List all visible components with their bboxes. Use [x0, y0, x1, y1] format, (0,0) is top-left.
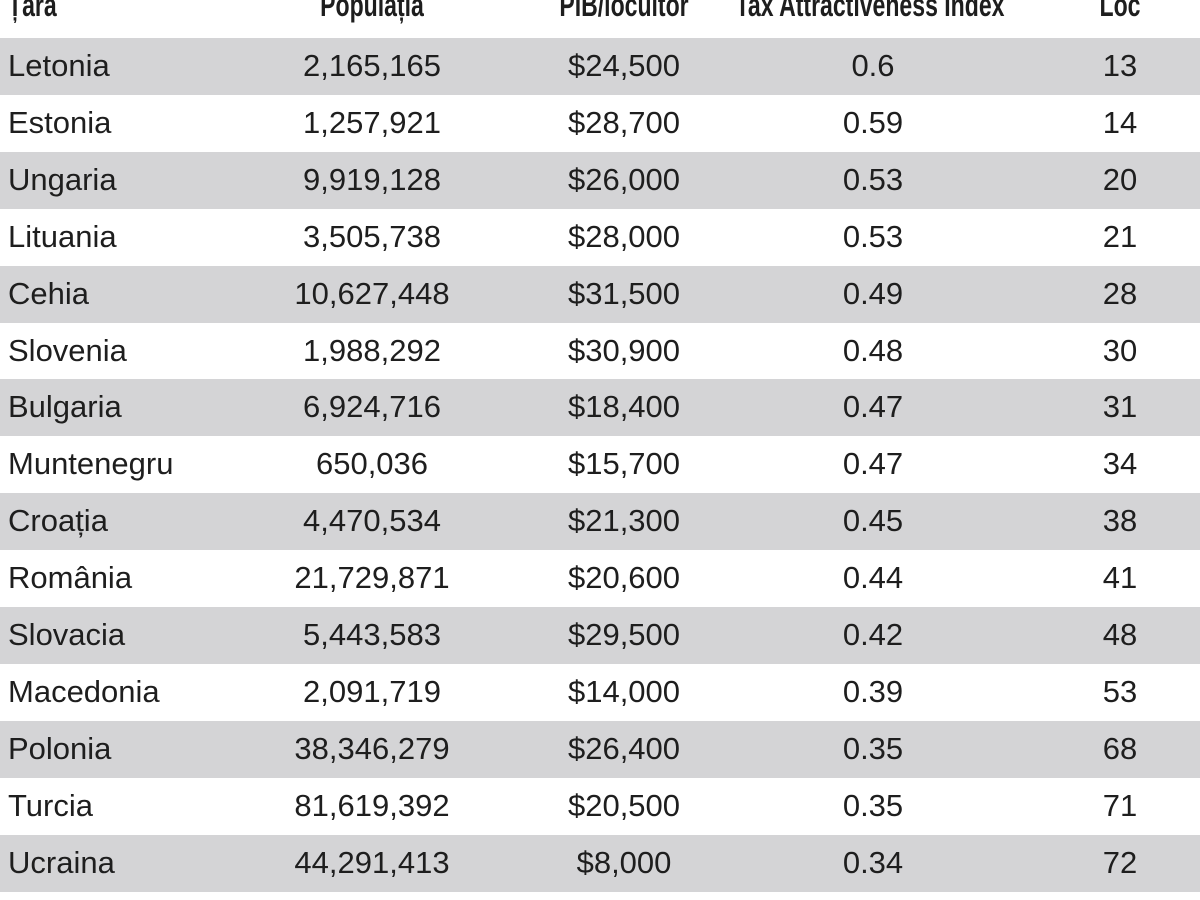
- table-row: Bulgaria 6,924,716 $18,400 0.47 31: [0, 379, 1200, 437]
- header-index: Tax Attractiveness Index: [735, 0, 1005, 23]
- cell-tax-index: 0.47: [842, 446, 904, 482]
- cell-country: Estonia: [8, 104, 112, 140]
- table-row: România 21,729,871 $20,600 0.44 41: [0, 550, 1200, 607]
- cell-country: Cehia: [8, 275, 89, 311]
- cell-tax-index: 0.48: [842, 332, 904, 368]
- cell-population: 5,443,583: [303, 617, 441, 652]
- cell-country: Ucraina: [8, 844, 115, 880]
- cell-gdp-per-capita: $26,400: [567, 730, 681, 766]
- cell-country: Lituania: [8, 218, 117, 254]
- cell-gdp-per-capita: $21,300: [567, 503, 681, 539]
- cell-population: 2,091,719: [303, 673, 441, 709]
- cell-rank: 68: [1102, 730, 1138, 766]
- cell-tax-index: 0.47: [842, 389, 904, 425]
- cell-population: 1,257,921: [303, 104, 441, 140]
- table-row: Slovacia 5,443,583 $29,500 0.42 48: [0, 607, 1200, 664]
- cell-rank: 71: [1102, 787, 1138, 823]
- cell-tax-index: 0.44: [842, 560, 904, 596]
- cell-gdp-per-capita: $29,500: [567, 617, 681, 652]
- cell-rank: 13: [1102, 48, 1138, 83]
- cell-rank: 20: [1102, 161, 1138, 197]
- cell-gdp-per-capita: $28,000: [567, 218, 681, 254]
- table-row: Estonia 1,257,921 $28,700 0.59 14: [0, 95, 1200, 152]
- cell-rank: 38: [1102, 503, 1138, 539]
- cell-tax-index: 0.59: [842, 104, 904, 140]
- cell-rank: 21: [1102, 218, 1138, 254]
- table-row: Turcia 81,619,392 $20,500 0.35 71: [0, 778, 1200, 835]
- cell-tax-index: 0.42: [842, 617, 904, 652]
- cell-country: România: [8, 560, 133, 596]
- cell-rank: 48: [1102, 617, 1138, 652]
- cell-population: 21,729,871: [294, 560, 450, 596]
- cell-country: Slovacia: [8, 617, 126, 652]
- table-row: Ungaria 9,919,128 $26,000 0.53 20: [0, 151, 1200, 209]
- cell-tax-index: 0.53: [842, 218, 904, 254]
- cell-gdp-per-capita: $24,500: [567, 48, 681, 83]
- cell-gdp-per-capita: $15,700: [567, 446, 681, 482]
- cell-rank: 34: [1102, 446, 1138, 482]
- cell-rank: 14: [1102, 104, 1138, 140]
- cell-tax-index: 0.35: [842, 787, 904, 823]
- cell-rank: 28: [1102, 275, 1138, 311]
- cell-country: Croația: [8, 503, 108, 539]
- table-header: Țara Populația PIB/locuitor Tax Attracti…: [0, 0, 1200, 38]
- table-row: Letonia 2,165,165 $24,500 0.6 13: [0, 38, 1200, 95]
- cell-country: Ungaria: [8, 161, 117, 197]
- header-rank: Loc: [1099, 0, 1141, 23]
- cell-rank: 72: [1102, 844, 1138, 880]
- cell-population: 2,165,165: [303, 48, 441, 83]
- cell-population: 3,505,738: [303, 218, 441, 254]
- table-row: Croația 4,470,534 $21,300 0.45 38: [0, 493, 1200, 551]
- cell-population: 44,291,413: [294, 844, 450, 880]
- cell-rank: 53: [1102, 673, 1138, 709]
- cell-country: Bulgaria: [8, 389, 122, 425]
- cell-country: Macedonia: [8, 673, 160, 709]
- cell-gdp-per-capita: $18,400: [567, 389, 681, 425]
- cell-rank: 41: [1102, 560, 1138, 596]
- cell-tax-index: 0.53: [842, 161, 904, 197]
- cell-country: Muntenegru: [8, 446, 174, 482]
- cell-population: 38,346,279: [294, 730, 450, 766]
- cell-country: Turcia: [8, 787, 93, 823]
- cell-tax-index: 0.45: [842, 503, 904, 539]
- table-row: Slovenia 1,988,292 $30,900 0.48 30: [0, 323, 1200, 380]
- table-row: Muntenegru 650,036 $15,700 0.47 34: [0, 436, 1200, 493]
- cell-population: 650,036: [315, 446, 429, 482]
- cell-country: Polonia: [8, 730, 112, 766]
- cell-tax-index: 0.6: [851, 48, 895, 83]
- cell-tax-index: 0.34: [842, 844, 904, 880]
- cell-gdp-per-capita: $8,000: [576, 844, 672, 880]
- cell-gdp-per-capita: $30,900: [567, 332, 681, 368]
- cell-tax-index: 0.39: [842, 673, 904, 709]
- cell-population: 9,919,128: [303, 161, 441, 197]
- cell-gdp-per-capita: $31,500: [567, 275, 681, 311]
- header-country: Țara: [8, 0, 57, 23]
- cell-gdp-per-capita: $20,500: [567, 787, 681, 823]
- table-row: Ucraina 44,291,413 $8,000 0.34 72: [0, 834, 1200, 892]
- cell-country: Letonia: [8, 48, 110, 83]
- cell-tax-index: 0.35: [842, 730, 904, 766]
- cell-rank: 30: [1102, 332, 1138, 368]
- table-row: Macedonia 2,091,719 $14,000 0.39 53: [0, 664, 1200, 721]
- cell-gdp-per-capita: $26,000: [567, 161, 681, 197]
- cell-population: 81,619,392: [294, 787, 450, 823]
- cell-tax-index: 0.49: [842, 275, 904, 311]
- cell-gdp-per-capita: $20,600: [567, 560, 681, 596]
- cell-population: 6,924,716: [303, 389, 441, 425]
- header-gdp: PIB/locuitor: [559, 0, 689, 23]
- cell-population: 10,627,448: [294, 275, 450, 311]
- table-row: Polonia 38,346,279 $26,400 0.35 68: [0, 720, 1200, 778]
- header-population: Populația: [320, 0, 424, 23]
- cell-gdp-per-capita: $14,000: [567, 673, 681, 709]
- cell-rank: 31: [1102, 389, 1138, 425]
- cell-population: 4,470,534: [303, 503, 441, 539]
- cell-population: 1,988,292: [303, 332, 441, 368]
- table-row: Cehia 10,627,448 $31,500 0.49 28: [0, 265, 1200, 323]
- cell-gdp-per-capita: $28,700: [567, 104, 681, 140]
- table-row: Lituania 3,505,738 $28,000 0.53 21: [0, 209, 1200, 266]
- cell-country: Slovenia: [8, 332, 127, 368]
